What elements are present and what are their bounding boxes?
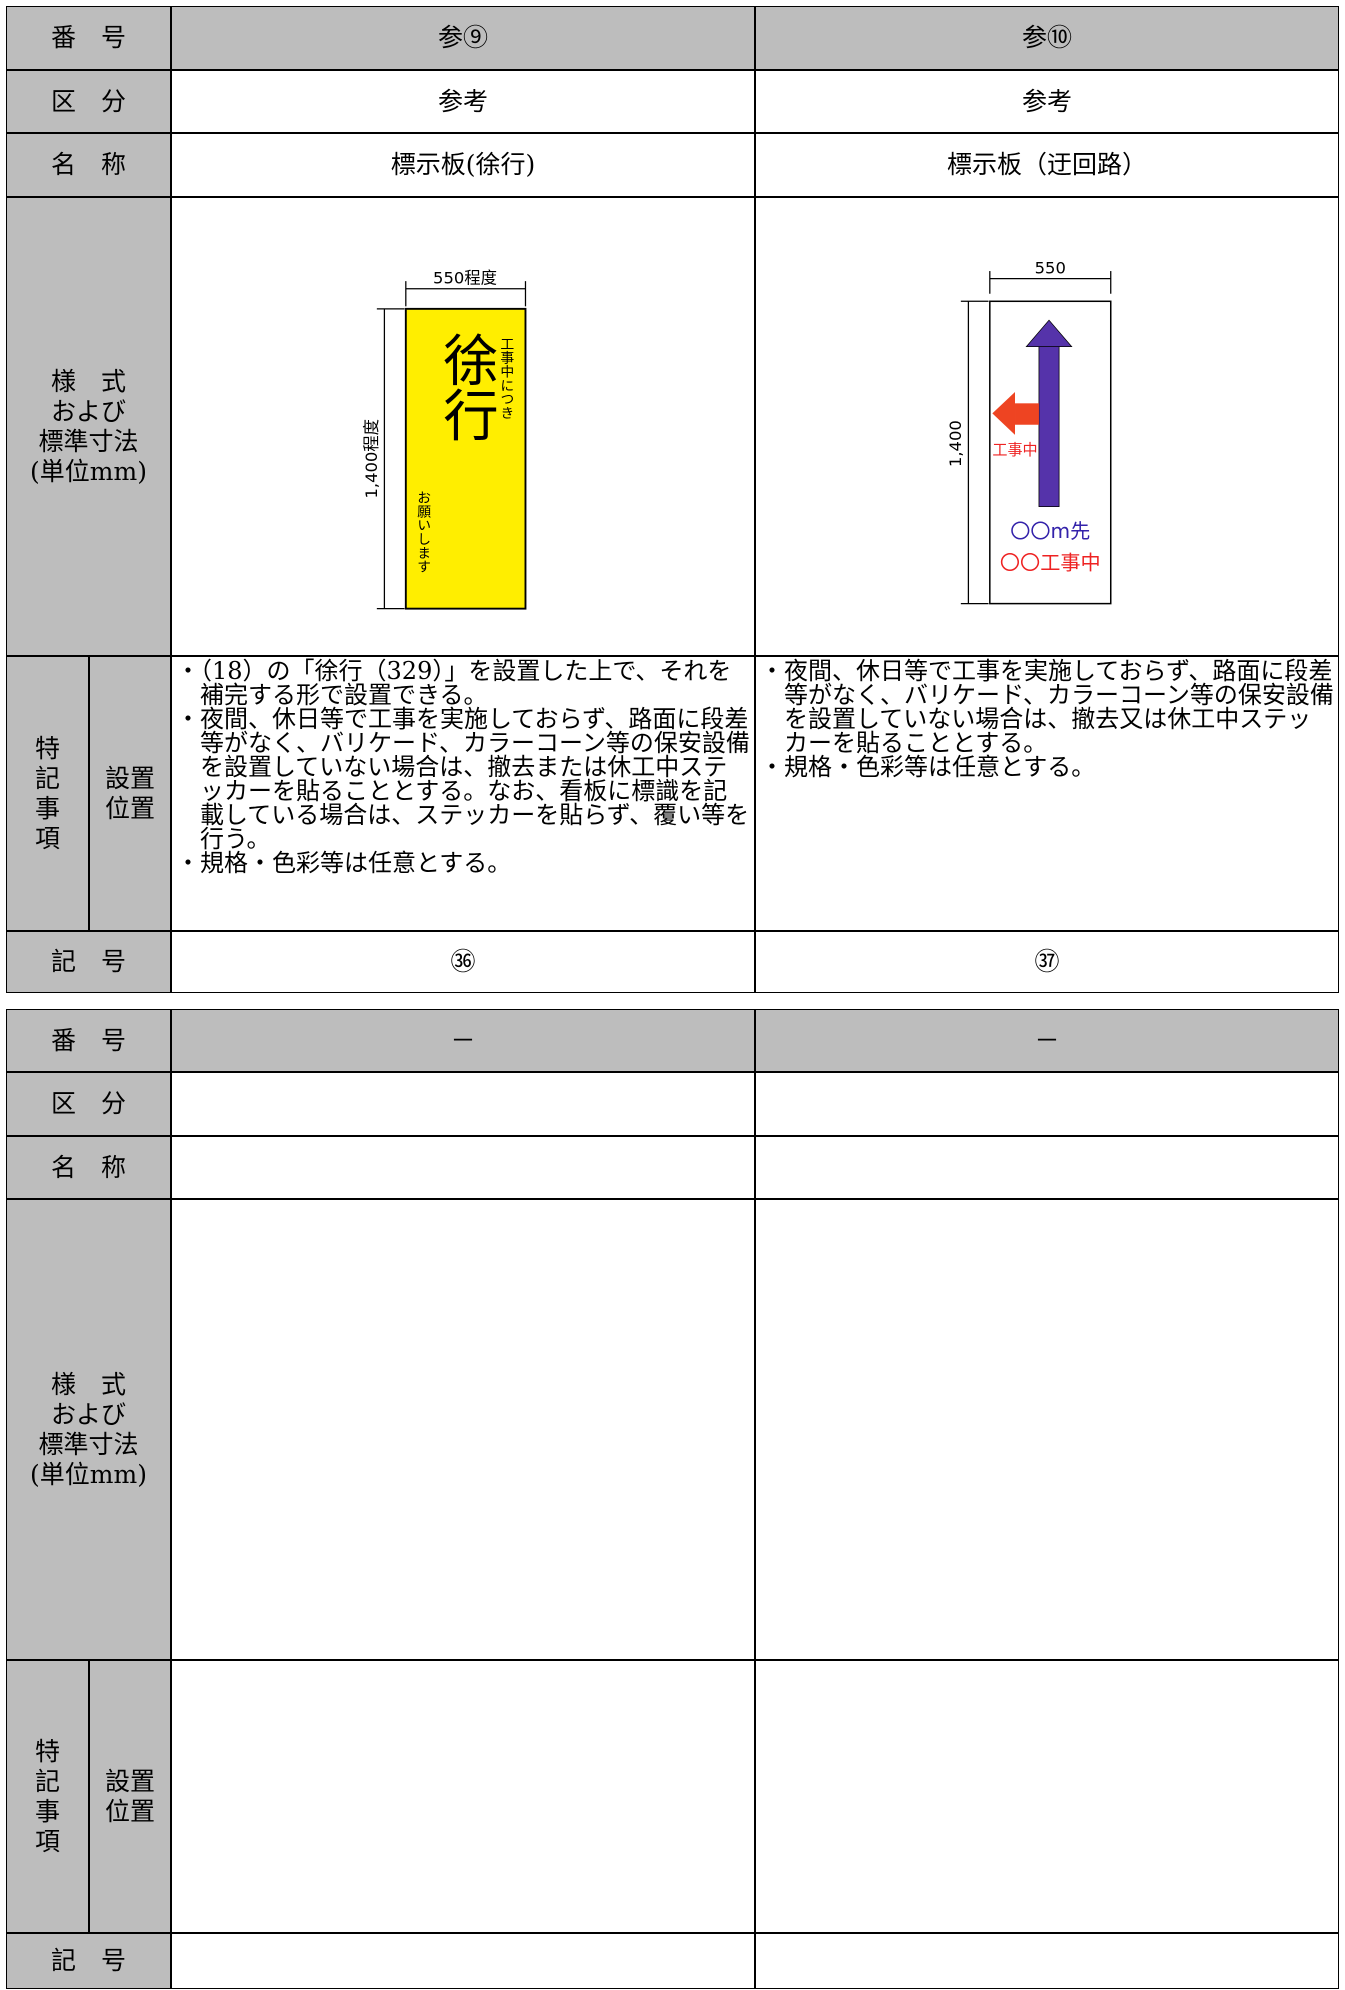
note: （18）の「徐行（329）」を設置した上で、それを補完する形で設置できる。: [176, 659, 750, 707]
arrow-shaft: [1038, 343, 1060, 507]
work-text: 〇〇工事中: [1000, 551, 1101, 575]
number-cell: 参⑩: [755, 6, 1339, 70]
category-cell: [171, 1072, 755, 1136]
note: 規格・色彩等は任意とする。: [176, 851, 750, 875]
row-label: 番 号: [6, 1009, 171, 1072]
note: 夜間、休日等で工事を実施しておらず、路面に段差等がなく、バリケード、カラーコーン…: [176, 707, 750, 851]
height-label: 1,400: [946, 420, 965, 467]
width-label: 550程度: [433, 269, 497, 288]
arrow-head: [1025, 319, 1073, 348]
distance-text: 〇〇m先: [1010, 519, 1090, 543]
note: 規格・色彩等は任意とする。: [760, 755, 1334, 779]
row-label: 区 分: [6, 1072, 171, 1136]
row-label: 様 式 および 標準寸法 (単位mm): [6, 197, 171, 656]
row-label: 特 記 事 項: [6, 656, 89, 931]
notes-cell: （18）の「徐行（329）」を設置した上で、それを補完する形で設置できる。夜間、…: [171, 656, 755, 931]
row-label: 番 号: [6, 6, 171, 70]
row-sublabel: 設置 位置: [89, 1660, 171, 1933]
height-label: 1,400程度: [362, 419, 381, 499]
sign-top-text: 工事中につき: [497, 337, 514, 420]
symbol-cell: [171, 1933, 755, 1989]
sign-board: [404, 307, 527, 610]
name-cell: [755, 1136, 1339, 1199]
number-cell: 参⑨: [171, 6, 755, 70]
symbol-cell: ㊱: [171, 931, 755, 993]
detour-head: [992, 391, 1016, 435]
notes-cell: [755, 1660, 1339, 1933]
row-sublabel: 設置 位置: [89, 656, 171, 931]
category-cell: [755, 1072, 1339, 1136]
row-label: 記 号: [6, 1933, 171, 1989]
note: 夜間、休日等で工事を実施しておらず、路面に段差等がなく、バリケード、カラーコーン…: [760, 659, 1334, 755]
row-label: 特 記 事 項: [6, 1660, 89, 1933]
row-label: 名 称: [6, 133, 171, 197]
notes-list: （18）の「徐行（329）」を設置した上で、それを補完する形で設置できる。夜間、…: [176, 659, 750, 875]
number-cell: －: [755, 1009, 1339, 1072]
name-cell: 標示板(徐行): [171, 133, 755, 197]
name-cell: [171, 1136, 755, 1199]
format-cell: 550程度 1,400程度 徐行 工事中につきお願いします: [171, 197, 755, 656]
category-cell: 参考: [755, 70, 1339, 133]
number-cell: －: [171, 1009, 755, 1072]
notes-cell: 夜間、休日等で工事を実施しておらず、路面に段差等がなく、バリケード、カラーコーン…: [755, 656, 1339, 931]
row-label: 記 号: [6, 931, 171, 993]
row-label: 区 分: [6, 70, 171, 133]
symbol-cell: ㊲: [755, 931, 1339, 993]
format-cell: [755, 1199, 1339, 1660]
format-cell: 550 1,400 工事中〇〇m先〇〇工事中: [755, 197, 1339, 656]
width-label: 550: [1035, 259, 1066, 278]
sign-main-text: 徐行: [433, 332, 498, 443]
format-cell: [171, 1199, 755, 1660]
sign-bottom-text: お願いします: [414, 490, 431, 573]
row-label: 名 称: [6, 1136, 171, 1199]
notes-cell: [171, 1660, 755, 1933]
arrow-text: 工事中: [992, 441, 1037, 459]
symbol-cell: [755, 1933, 1339, 1989]
name-cell: 標示板（迂回路）: [755, 133, 1339, 197]
category-cell: 参考: [171, 70, 755, 133]
row-label: 様 式 および 標準寸法 (単位mm): [6, 1199, 171, 1660]
detour-shaft: [1015, 403, 1039, 425]
notes-list: 夜間、休日等で工事を実施しておらず、路面に段差等がなく、バリケード、カラーコーン…: [760, 659, 1334, 779]
